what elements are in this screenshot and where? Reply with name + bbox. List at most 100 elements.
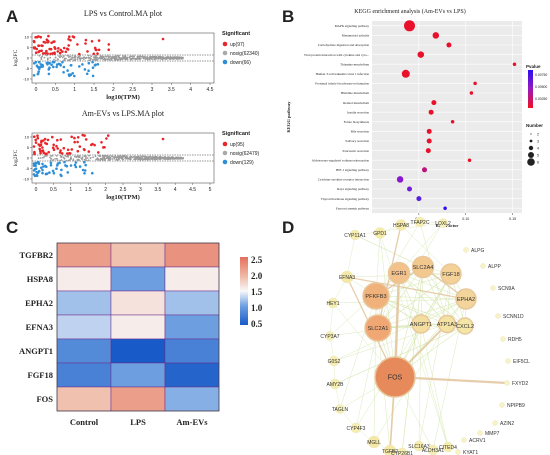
ppi-edge xyxy=(346,234,356,278)
heatmap-frame xyxy=(56,242,220,412)
ppi-node xyxy=(364,314,392,342)
ppi-edge xyxy=(334,325,466,385)
kegg-pathway-label: Rheumatoid arthritis xyxy=(342,34,370,38)
ma-point-nosig xyxy=(40,58,43,61)
ma-ytick-label: 5 xyxy=(27,45,30,50)
ma-xtick-label: 3.5 xyxy=(168,87,175,93)
ma-point-nosig xyxy=(174,56,176,59)
ppi-node-label: FXYD2 xyxy=(512,381,528,387)
ma-point-down xyxy=(42,165,45,168)
ma-point-down xyxy=(38,60,41,64)
ma-point-nosig xyxy=(142,155,145,158)
ma-ytick-label: 0 xyxy=(27,56,30,61)
ppi-node xyxy=(340,270,354,284)
heatmap-column-label: Am-EVs xyxy=(176,417,208,427)
kegg-dot xyxy=(428,109,434,115)
kegg-pathway-label: Pancreatic secretion xyxy=(343,149,370,153)
ma-point-nosig xyxy=(46,58,49,61)
ma-point-down xyxy=(32,162,36,165)
ma-xtick-label: 0 xyxy=(35,87,38,93)
ppi-node xyxy=(495,313,501,319)
heatmap: TGFBR2 HSPA8 EPHA2 EFNA3 ANGPT1 FGF18 FOS Contr… xyxy=(19,242,263,427)
ma-point-up xyxy=(87,150,91,153)
ma-point-nosig xyxy=(81,156,84,159)
ma-point-up xyxy=(44,51,47,55)
ma-point-down xyxy=(74,165,78,169)
kegg-dot xyxy=(425,148,431,154)
ma-point-nosig xyxy=(148,156,150,158)
ma-point-up xyxy=(84,42,87,45)
ma-point-up xyxy=(61,50,64,53)
ma-point-up xyxy=(45,49,48,53)
ppi-node-label: TGFB2 xyxy=(382,449,398,455)
ma-point-up xyxy=(76,140,79,144)
heatmap-row-label: FGF18 xyxy=(28,370,54,380)
ppi-node xyxy=(374,356,416,398)
ma-point-down xyxy=(50,63,53,67)
ma-point-up xyxy=(33,152,36,155)
ppi-node-label: EPHA2 xyxy=(457,297,475,303)
ma-legend-swatch xyxy=(222,59,228,65)
ma-point-nosig xyxy=(62,156,65,159)
ma-xtick-label: 3 xyxy=(151,87,154,93)
ma-xtick-label: 4 xyxy=(189,87,192,93)
ppi-node xyxy=(411,255,435,279)
ppi-node xyxy=(505,358,511,364)
ppi-node-label: EIF5CL xyxy=(513,359,530,365)
ma-point-up xyxy=(96,52,99,55)
kegg-dot xyxy=(417,51,425,58)
kegg-pathway-label: Folate biosynthesis xyxy=(344,120,370,124)
ma-point-up xyxy=(39,151,42,155)
ma-point-down xyxy=(83,169,87,172)
ma-ytick-label: -10 xyxy=(23,177,30,182)
ma-ytick-label: 5 xyxy=(27,145,30,150)
ppi-edge xyxy=(346,276,467,300)
ma-xtick-label: 4.5 xyxy=(189,187,196,193)
ma-point-up xyxy=(97,48,101,52)
ma-point-nosig xyxy=(39,157,42,159)
ma-point-up xyxy=(62,146,66,150)
ma-point-down xyxy=(32,164,36,167)
heatmap-cell xyxy=(164,362,220,388)
ma-point-nosig xyxy=(133,158,136,161)
ppi-node xyxy=(442,441,454,453)
ma-point-up xyxy=(81,133,84,137)
kegg-dot xyxy=(431,100,437,106)
ma-point-nosig xyxy=(82,58,85,60)
heatmap-colorbar-tick: 2.5 xyxy=(251,255,263,265)
ma-point-down xyxy=(91,66,95,69)
ma-point-nosig xyxy=(71,55,73,57)
ma-ytick-label: 0 xyxy=(27,156,30,161)
ma-point-nosig xyxy=(50,157,53,160)
ma-point-down xyxy=(83,172,86,175)
ma-point-nosig xyxy=(73,155,76,158)
ma-point-nosig xyxy=(172,157,174,160)
ppi-node-label: SCNN1D xyxy=(503,314,524,320)
ma-point-up xyxy=(50,41,53,45)
ma-point-down xyxy=(34,167,38,170)
ppi-node xyxy=(455,288,477,310)
ma-legend-label: up(97) xyxy=(230,42,245,48)
ma-point-up xyxy=(97,151,100,154)
ma-point-up xyxy=(59,149,62,152)
ma-xtick-label: 0 xyxy=(35,187,38,193)
ma-point-nosig xyxy=(77,56,79,59)
ma-plot-title: Am-EVs vs LPS.MA plot xyxy=(82,109,165,118)
ppi-node-label: CYP4F3 xyxy=(347,426,366,432)
ma-point-down xyxy=(58,161,61,165)
heatmap-cell xyxy=(164,266,220,292)
ppi-node-label: EFNA3 xyxy=(339,275,355,281)
ma-point-up xyxy=(64,50,68,54)
ma-point-up xyxy=(52,143,55,147)
ma-point-nosig xyxy=(38,54,41,57)
kegg-xtick-label: 0.15 xyxy=(509,217,516,221)
ma-ylabel: log2FC xyxy=(13,149,19,166)
ma-point-down xyxy=(83,160,86,164)
ppi-node xyxy=(387,261,411,285)
ppi-edge xyxy=(339,295,377,410)
kegg-dot xyxy=(401,69,410,78)
ppi-edge xyxy=(355,327,379,429)
ppi-edge xyxy=(332,298,467,304)
ma-point-down xyxy=(36,65,40,69)
heatmap-cell xyxy=(56,266,112,292)
